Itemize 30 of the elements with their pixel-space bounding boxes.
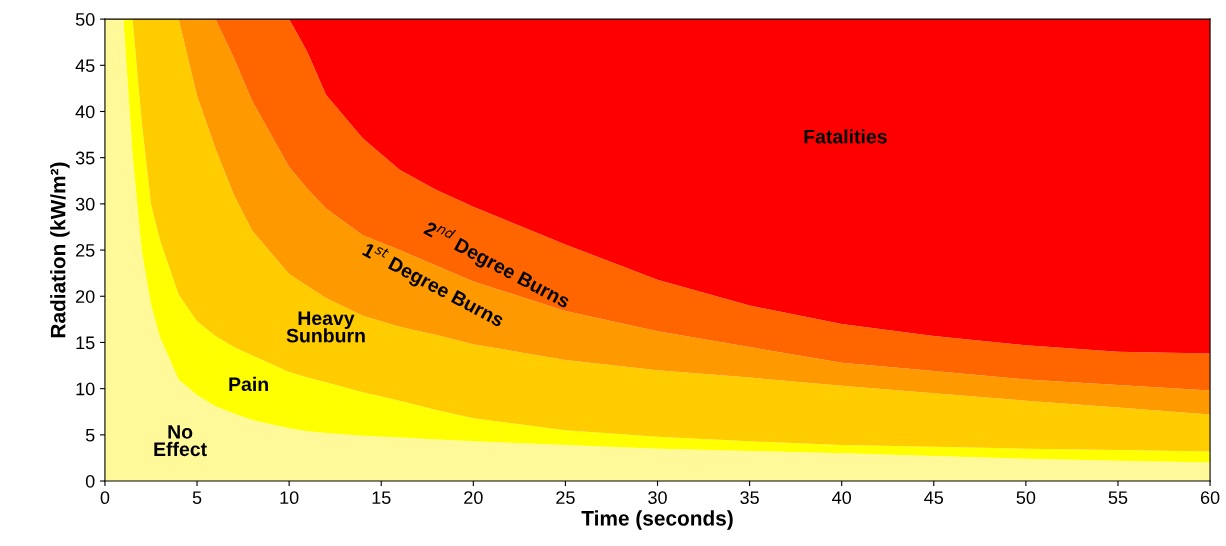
- x-tick-label: 45: [924, 491, 944, 505]
- y-tick-label: 0: [85, 474, 95, 488]
- x-tick-label: 35: [740, 491, 759, 505]
- x-tick-label: 10: [280, 491, 299, 505]
- y-axis-title: Radiation (kW/m²): [50, 162, 70, 338]
- y-tick-label: 40: [75, 105, 95, 119]
- annotation: Pain: [229, 376, 268, 392]
- y-tick-label: 30: [75, 197, 95, 211]
- y-tick-label: 35: [75, 151, 95, 165]
- annotation: Fatalities: [804, 129, 887, 144]
- x-tick-label: 0: [100, 491, 110, 505]
- y-tick-label: 5: [85, 428, 95, 442]
- y-tick-label: 45: [75, 59, 95, 73]
- y-tick-label: 50: [75, 13, 95, 26]
- x-axis-title: Time (seconds): [581, 510, 733, 530]
- y-tick-label: 10: [76, 382, 95, 396]
- x-tick-label: 15: [372, 491, 391, 505]
- x-tick-label: 5: [192, 491, 202, 505]
- annotation: No Effect: [154, 425, 207, 457]
- y-tick-label: 15: [76, 336, 95, 350]
- x-tick-label: 50: [1016, 491, 1036, 505]
- x-tick-label: 60: [1200, 491, 1220, 505]
- annotation: Heavy Sunburn: [286, 311, 365, 343]
- x-tick-label: 20: [464, 491, 483, 505]
- x-tick-label: 40: [832, 491, 852, 505]
- y-tick-label: 20: [76, 290, 95, 303]
- x-tick-label: 55: [1108, 491, 1128, 505]
- y-tick-label: 25: [76, 244, 95, 257]
- x-tick-label: 25: [556, 491, 575, 505]
- x-tick-label: 30: [648, 491, 667, 505]
